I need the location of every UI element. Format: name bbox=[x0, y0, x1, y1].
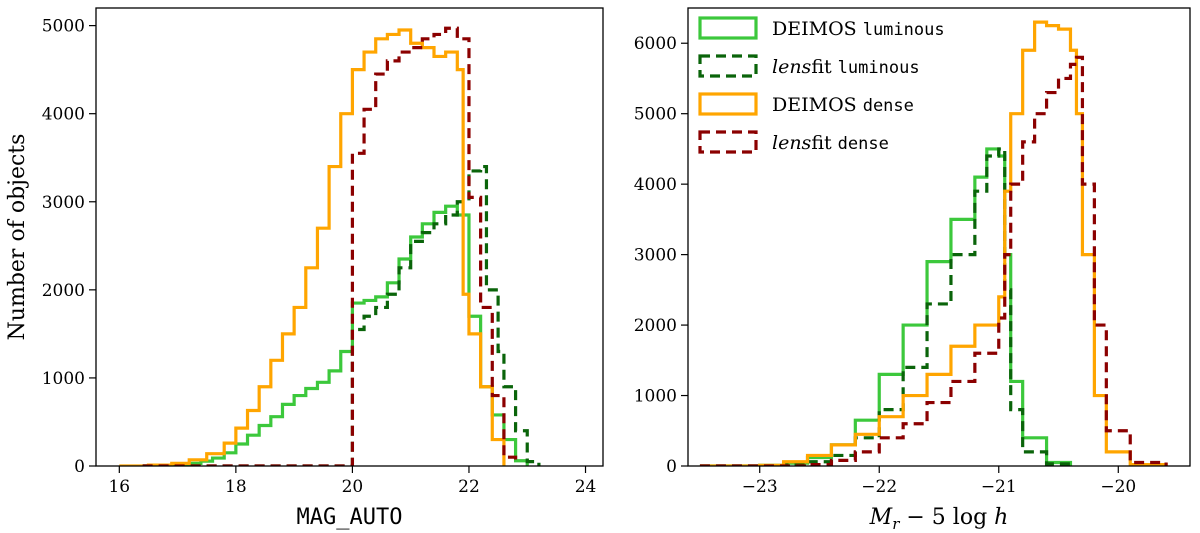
x-tick-label: 22 bbox=[458, 477, 480, 497]
x-tick-label: 20 bbox=[342, 477, 364, 497]
series-deimos-luminous bbox=[142, 204, 529, 466]
y-tick-label: 3000 bbox=[634, 246, 677, 266]
legend-swatch-lensfit-luminous bbox=[698, 54, 758, 78]
series-lensfit-luminous bbox=[142, 164, 541, 466]
plot-frame bbox=[687, 7, 1191, 467]
x-tick-label: −22 bbox=[861, 477, 897, 497]
left-histogram-panel: 16 18 20 22 24 0 1000 2000 3000 4000 5000 MAG_AUTO N… bbox=[5, 7, 604, 530]
y-tick-label: 1000 bbox=[634, 387, 677, 407]
y-tick-label: 0 bbox=[74, 457, 85, 477]
y-tick-label: 0 bbox=[666, 457, 677, 477]
x-tick-label: 24 bbox=[575, 477, 597, 497]
series-lensfit-dense bbox=[699, 55, 1168, 466]
series-group bbox=[119, 26, 541, 466]
legend-label-deimos-dense: DEIMOS dense bbox=[772, 94, 914, 116]
y-tick-label: 5000 bbox=[634, 105, 677, 125]
series-lensfit-luminous bbox=[699, 147, 1073, 466]
series-deimos-luminous bbox=[699, 147, 1073, 466]
legend: DEIMOS luminous lensfit luminous DEIMOS de… bbox=[698, 16, 945, 154]
x-tick-label: 18 bbox=[225, 477, 247, 497]
x-axis-label: Mr − 5 log h bbox=[869, 505, 1009, 533]
x-tick-label: −20 bbox=[1100, 477, 1136, 497]
series-lensfit-dense bbox=[142, 26, 518, 466]
x-axis-label: MAG_AUTO bbox=[297, 505, 403, 530]
legend-swatch-deimos-dense bbox=[698, 92, 758, 116]
series-group bbox=[699, 20, 1168, 466]
y-tick-label: 6000 bbox=[634, 34, 677, 54]
y-tick-label: 5000 bbox=[42, 17, 85, 37]
legend-label-lensfit-dense: lensfit dense bbox=[772, 132, 889, 154]
legend-label-deimos-luminous: DEIMOS luminous bbox=[772, 18, 945, 40]
y-tick-label: 4000 bbox=[634, 175, 677, 195]
x-tick-label: −21 bbox=[981, 477, 1017, 497]
series-deimos-dense bbox=[699, 20, 1168, 466]
y-tick-label: 4000 bbox=[42, 105, 85, 125]
x-tick-label: 16 bbox=[108, 477, 130, 497]
legend-label-lensfit-luminous: lensfit luminous bbox=[772, 56, 920, 78]
legend-swatch-lensfit-dense bbox=[698, 130, 758, 154]
right-histogram-panel: −23 −22 −21 −20 0 1000 2000 3000 4000 5000 6000 Mr … bbox=[634, 7, 1191, 533]
y-tick-label: 2000 bbox=[634, 316, 677, 336]
plot-frame bbox=[95, 7, 604, 467]
x-tick-label: −23 bbox=[742, 477, 778, 497]
series-deimos-dense bbox=[119, 28, 506, 466]
y-tick-label: 3000 bbox=[42, 193, 85, 213]
y-tick-label: 2000 bbox=[42, 281, 85, 301]
y-tick-label: 1000 bbox=[42, 369, 85, 389]
legend-swatch-deimos-luminous bbox=[698, 16, 758, 40]
y-axis-label: Number of objects bbox=[5, 134, 30, 341]
